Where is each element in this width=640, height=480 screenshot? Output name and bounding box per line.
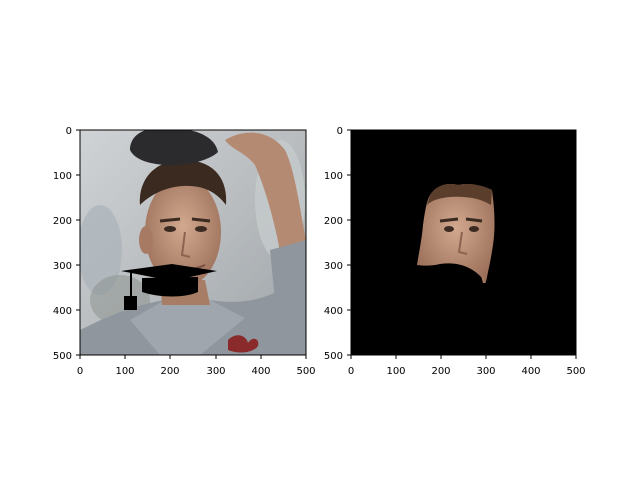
right-x-ticks [350,355,577,359]
right-y-ticks [347,129,351,356]
right-x-tick-label: 0 [348,366,354,377]
right-x-tick-label: 100 [386,366,405,377]
left-x-tick-label: 300 [206,366,225,377]
left-y-tick-label: 300 [53,261,72,272]
right-y-tick-label: 200 [324,216,343,227]
right-x-tick-label: 200 [431,366,450,377]
left-panel: 0 100 200 300 400 500 0 100 200 300 400 … [53,126,316,377]
left-y-tick-label: 400 [53,306,72,317]
left-y-tick-label: 0 [66,126,72,137]
right-x-tick-label: 500 [566,366,585,377]
right-y-tick-label: 100 [324,171,343,182]
left-x-tick-label: 500 [296,366,315,377]
right-axes-frame [350,129,577,356]
left-x-ticks [79,355,307,359]
left-x-tick-label: 400 [251,366,270,377]
right-y-tick-label: 500 [324,351,343,362]
left-y-tick-label: 500 [53,351,72,362]
right-x-tick-label: 300 [476,366,495,377]
left-y-tick-label: 100 [53,171,72,182]
right-panel: 0 100 200 300 400 500 0 100 200 300 400 … [324,126,586,377]
right-masked-photo [351,130,576,355]
graduation-cap-icon [121,264,217,310]
left-x-tick-label: 100 [115,366,134,377]
right-y-tick-label: 0 [337,126,343,137]
left-y-ticks [76,129,80,356]
left-photo [80,130,306,355]
right-y-tick-label: 300 [324,261,343,272]
left-x-tick-label: 0 [77,366,83,377]
right-y-tick-label: 400 [324,306,343,317]
left-x-tick-label: 200 [160,366,179,377]
right-x-tick-label: 400 [521,366,540,377]
left-axes-frame [79,129,307,356]
left-y-tick-label: 200 [53,216,72,227]
